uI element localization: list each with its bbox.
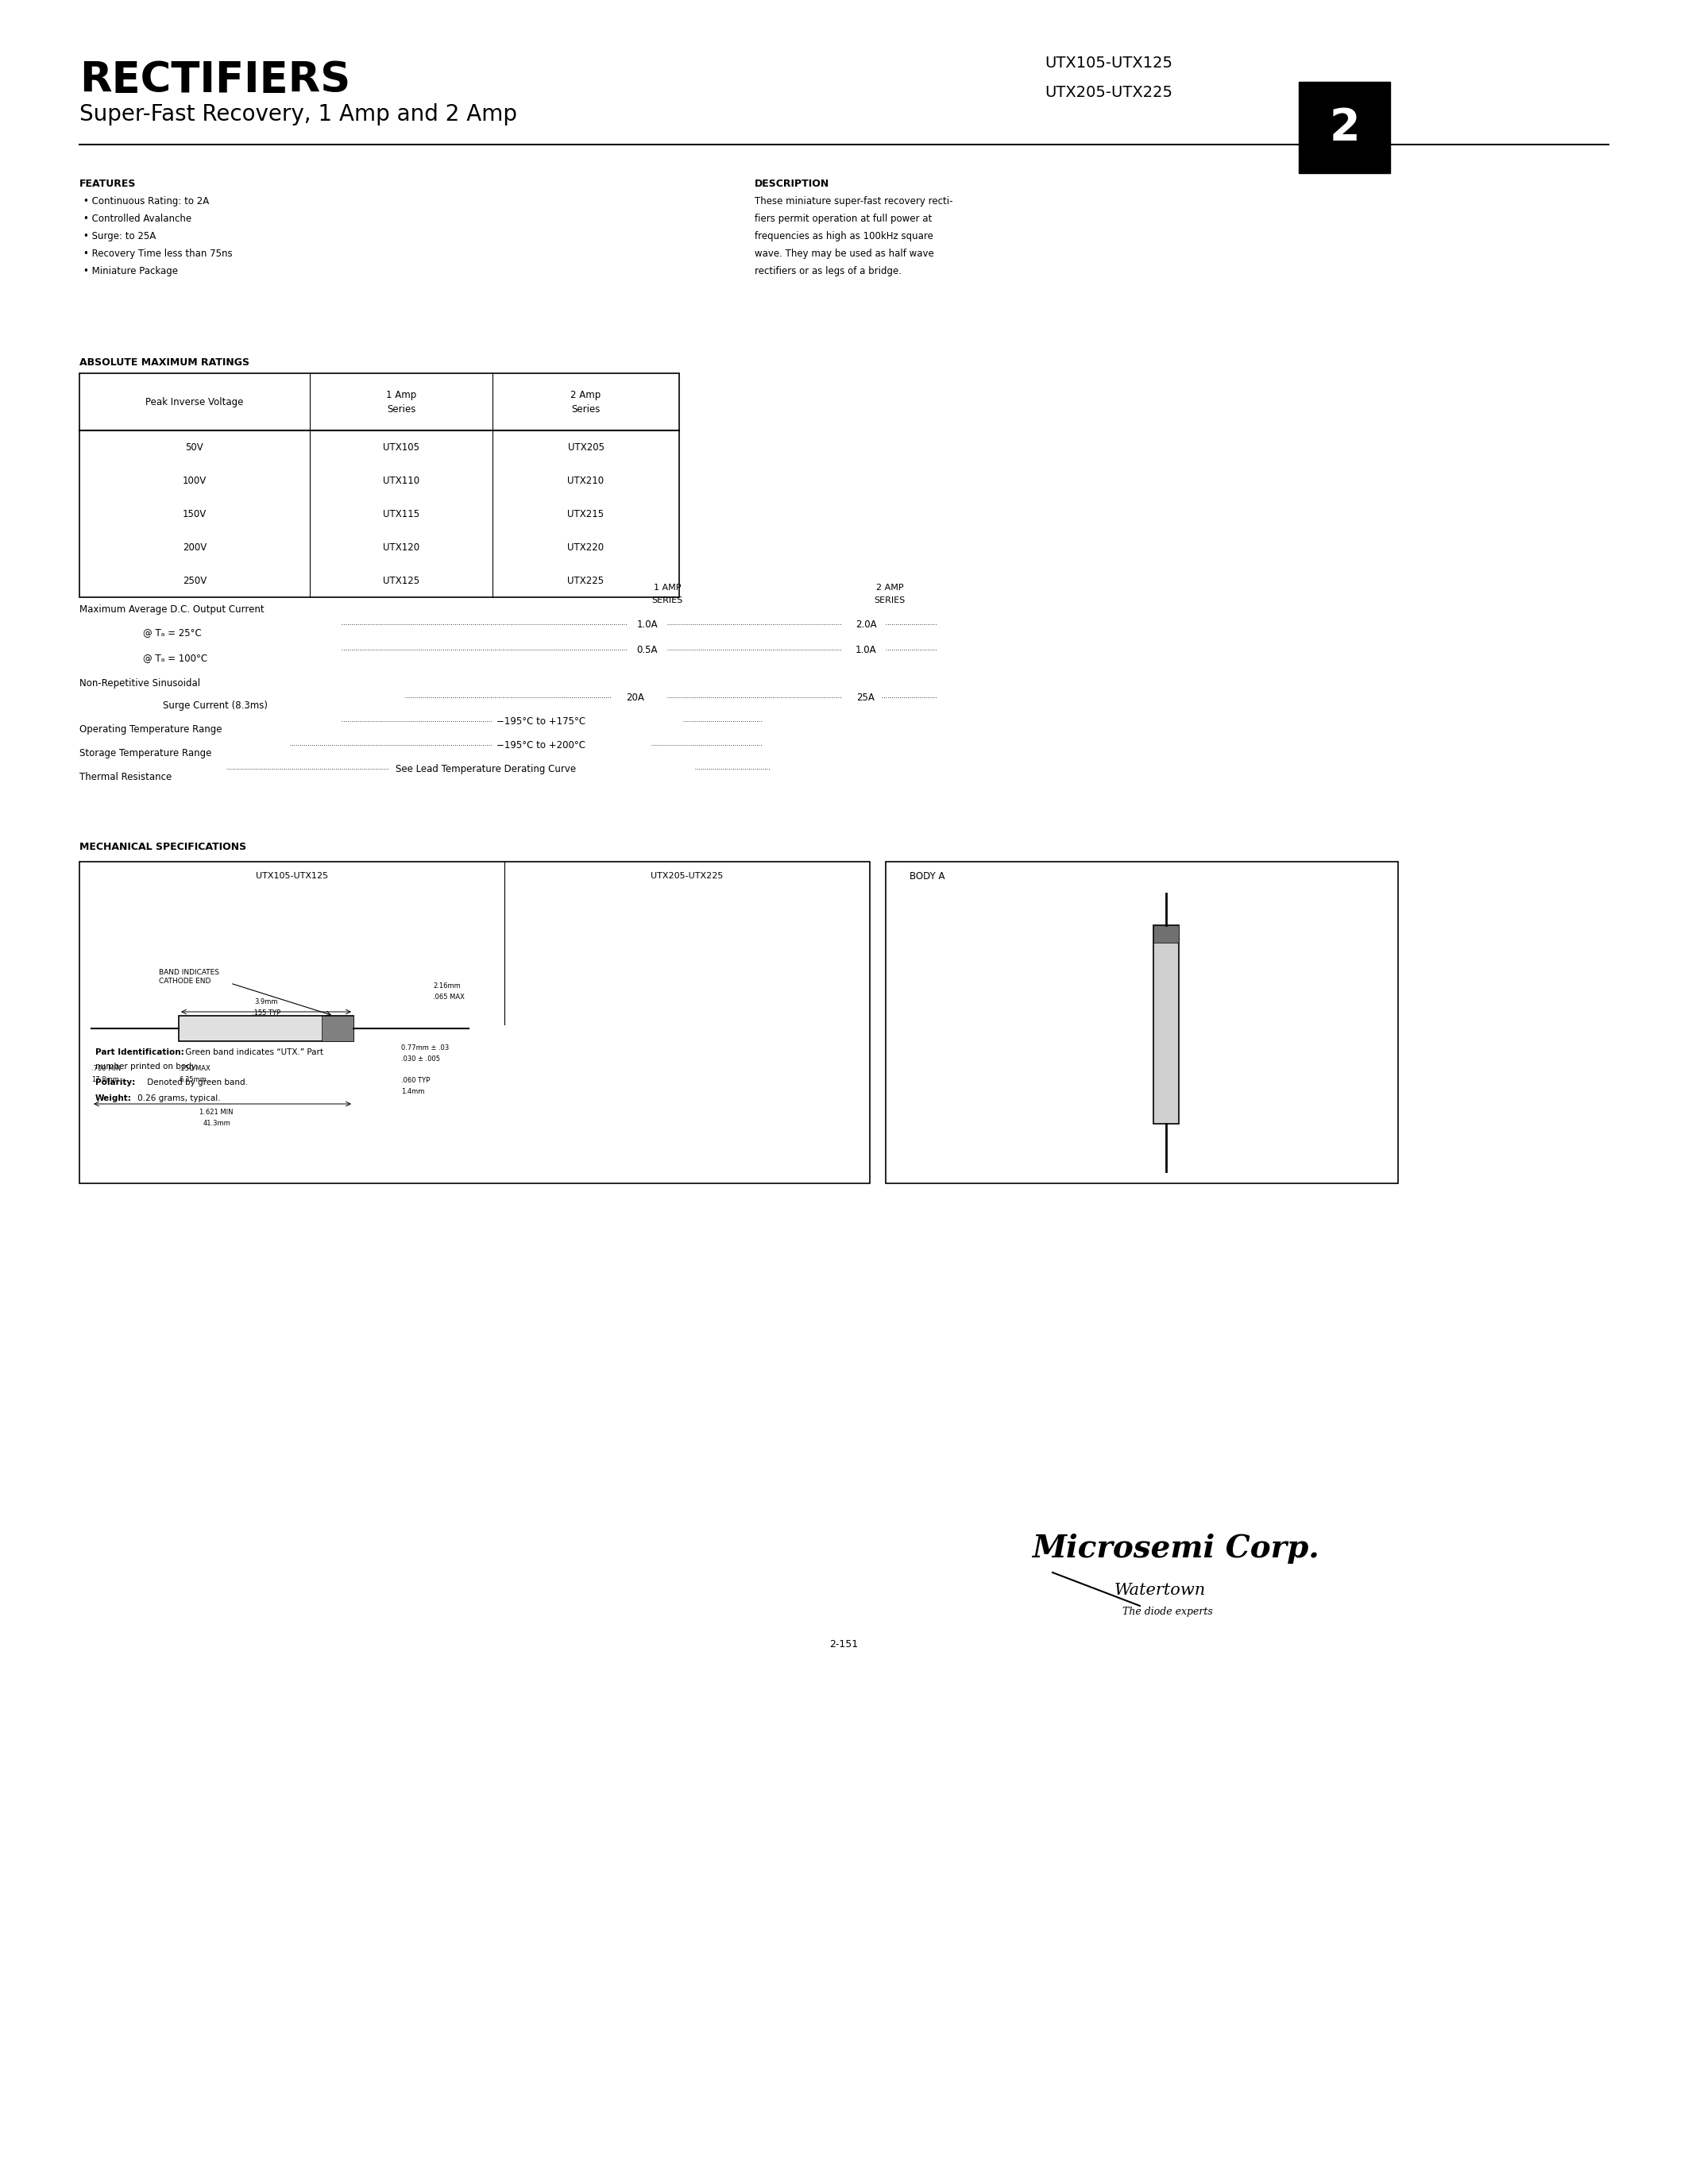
Text: 1.0A: 1.0A [856,644,876,655]
Text: 2 Amp: 2 Amp [571,389,601,400]
Text: 25A: 25A [858,692,874,703]
Text: Watertown: Watertown [1114,1583,1205,1597]
Text: • Controlled Avalanche: • Controlled Avalanche [83,214,191,225]
Text: 50V: 50V [186,441,204,452]
Text: .155 TYP: .155 TYP [252,1009,280,1016]
Text: −195°C to +200°C: −195°C to +200°C [496,740,586,749]
Text: 2: 2 [1328,107,1361,149]
Text: Green band indicates “UTX.” Part: Green band indicates “UTX.” Part [182,1048,324,1057]
Text: 150V: 150V [182,509,206,520]
Text: frequencies as high as 100kHz square: frequencies as high as 100kHz square [755,232,933,242]
Text: 1 Amp: 1 Amp [387,389,417,400]
Text: 2 AMP: 2 AMP [876,583,903,592]
Text: Part Identification:: Part Identification: [95,1048,184,1057]
Text: 1.0A: 1.0A [636,618,658,629]
Text: BODY A: BODY A [910,871,945,880]
Text: UTX105: UTX105 [383,441,419,452]
Text: .030 ± .005: .030 ± .005 [402,1055,441,1061]
Text: Peak Inverse Voltage: Peak Inverse Voltage [145,397,243,406]
Text: 100V: 100V [182,476,206,485]
Text: 250V: 250V [182,574,206,585]
Text: 0.26 grams, typical.: 0.26 grams, typical. [135,1094,221,1103]
Text: UTX110: UTX110 [383,476,419,485]
Text: 2.0A: 2.0A [856,618,876,629]
Text: Super-Fast Recovery, 1 Amp and 2 Amp: Super-Fast Recovery, 1 Amp and 2 Amp [79,103,517,124]
Text: UTX210: UTX210 [567,476,604,485]
Text: 0.77mm ± .03: 0.77mm ± .03 [402,1044,449,1051]
Text: .250 MAX: .250 MAX [179,1064,211,1072]
Text: UTX115: UTX115 [383,509,419,520]
Text: UTX120: UTX120 [383,542,419,553]
Text: UTX105-UTX125: UTX105-UTX125 [257,871,327,880]
Text: • Surge: to 25A: • Surge: to 25A [83,232,155,242]
Bar [179,1016,353,1042]
Text: The diode experts: The diode experts [1123,1607,1214,1618]
Text: Thermal Resistance: Thermal Resistance [79,771,172,782]
Text: UTX125: UTX125 [383,574,419,585]
Text: See Lead Temperature Derating Curve: See Lead Temperature Derating Curve [395,764,576,773]
Text: −195°C to +175°C: −195°C to +175°C [496,716,586,727]
Bar [322,1016,353,1042]
Text: @ Tₐ = 100°C: @ Tₐ = 100°C [143,653,208,664]
Text: ABSOLUTE MAXIMUM RATINGS: ABSOLUTE MAXIMUM RATINGS [79,358,250,367]
Bar [886,863,1398,1184]
Text: • Continuous Rating: to 2A: • Continuous Rating: to 2A [83,197,209,207]
Text: @ Tₐ = 25°C: @ Tₐ = 25°C [143,627,201,638]
Text: UTX220: UTX220 [567,542,604,553]
Text: FEATURES: FEATURES [79,179,137,190]
Text: RECTIFIERS: RECTIFIERS [79,59,351,100]
Text: MECHANICAL SPECIFICATIONS: MECHANICAL SPECIFICATIONS [79,841,246,852]
Text: Non-Repetitive Sinusoidal: Non-Repetitive Sinusoidal [79,679,201,688]
Text: 1 AMP: 1 AMP [653,583,680,592]
Text: 1.4mm: 1.4mm [402,1088,424,1094]
Text: UTX205: UTX205 [567,441,604,452]
Text: These miniature super-fast recovery recti-: These miniature super-fast recovery rect… [755,197,952,207]
Text: Storage Temperature Range: Storage Temperature Range [79,749,211,758]
Text: 200V: 200V [182,542,206,553]
Text: • Recovery Time less than 75ns: • Recovery Time less than 75ns [83,249,233,260]
Text: 3.9mm: 3.9mm [255,998,279,1005]
Bar [1298,81,1391,173]
Text: SERIES: SERIES [652,596,684,605]
Text: 2-151: 2-151 [830,1638,859,1649]
Bar [1153,926,1178,1125]
Text: UTX215: UTX215 [567,509,604,520]
Text: 6.35mm: 6.35mm [179,1077,206,1083]
Text: Surge Current (8.3ms): Surge Current (8.3ms) [162,701,268,710]
Text: 17.8mm: 17.8mm [91,1077,120,1083]
Text: wave. They may be used as half wave: wave. They may be used as half wave [755,249,933,260]
Text: number printed on body.: number printed on body. [95,1064,197,1070]
Text: 2.16mm: 2.16mm [432,983,461,989]
Bar [79,373,679,596]
Text: Denoted by green band.: Denoted by green band. [145,1079,248,1085]
Bar [79,863,869,1184]
Text: .060 TYP: .060 TYP [402,1077,430,1083]
Text: Weight:: Weight: [95,1094,132,1103]
Text: .700 MIN: .700 MIN [91,1064,122,1072]
Text: Operating Temperature Range: Operating Temperature Range [79,725,223,734]
Text: SERIES: SERIES [874,596,905,605]
Text: .065 MAX: .065 MAX [432,994,464,1000]
Text: 1.621 MIN: 1.621 MIN [199,1107,233,1116]
Text: Series: Series [571,404,601,415]
Text: rectifiers or as legs of a bridge.: rectifiers or as legs of a bridge. [755,266,901,277]
Bar [1153,926,1178,943]
Text: UTX205-UTX225: UTX205-UTX225 [652,871,724,880]
Text: BAND INDICATES
CATHODE END: BAND INDICATES CATHODE END [159,970,219,985]
Text: DESCRIPTION: DESCRIPTION [755,179,829,190]
Text: Polarity:: Polarity: [95,1079,135,1085]
Text: 0.5A: 0.5A [636,644,658,655]
Text: Microsemi Corp.: Microsemi Corp. [1031,1533,1320,1564]
Text: UTX205-UTX225: UTX205-UTX225 [1045,85,1173,100]
Text: UTX105-UTX125: UTX105-UTX125 [1045,55,1173,70]
Text: fiers permit operation at full power at: fiers permit operation at full power at [755,214,932,225]
Text: Maximum Average D.C. Output Current: Maximum Average D.C. Output Current [79,605,265,614]
Text: 41.3mm: 41.3mm [203,1120,230,1127]
Text: • Miniature Package: • Miniature Package [83,266,177,277]
Text: Series: Series [387,404,415,415]
Text: UTX225: UTX225 [567,574,604,585]
Text: 20A: 20A [626,692,645,703]
